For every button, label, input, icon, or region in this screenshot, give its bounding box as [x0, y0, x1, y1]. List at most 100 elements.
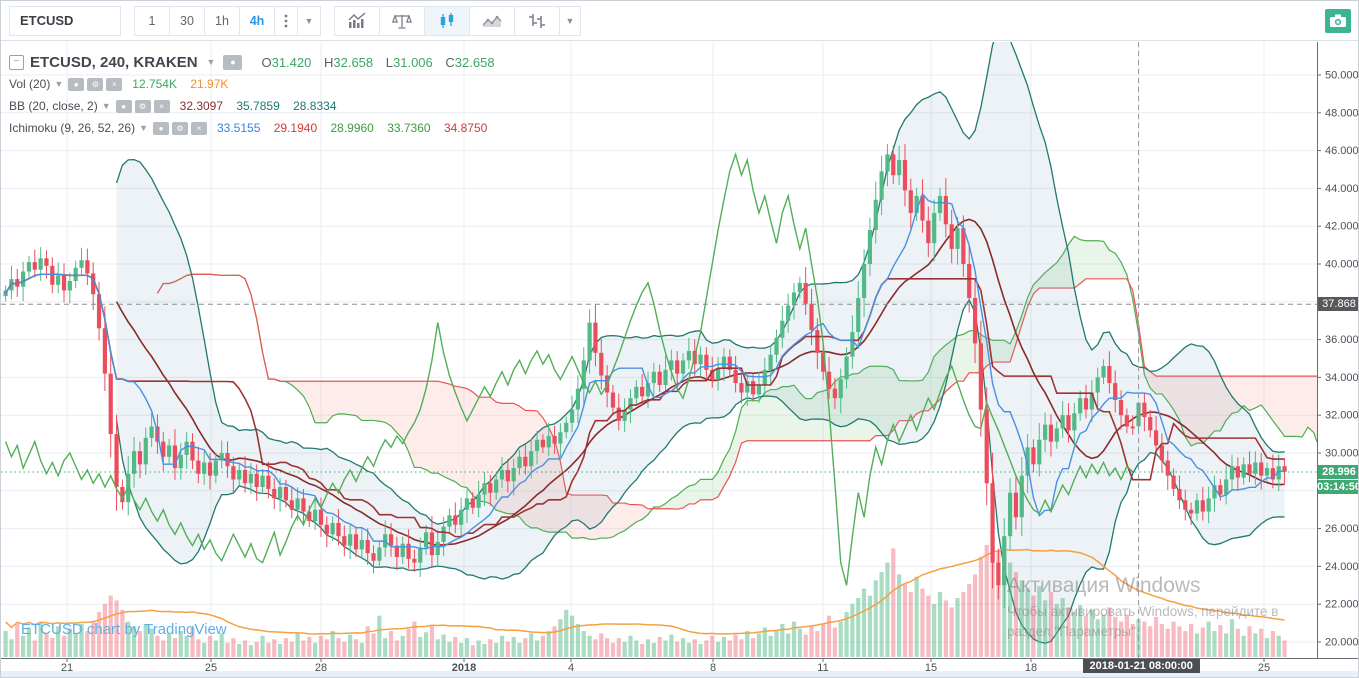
dashed-level-price-label: 37.868 — [1318, 297, 1358, 311]
price-tick-label: 36.000 — [1325, 334, 1359, 346]
collapse-legend-icon[interactable]: − — [9, 54, 24, 70]
camera-icon — [1330, 14, 1346, 27]
last-price-label: 28.996 — [1318, 465, 1358, 479]
high-value: 32.658 — [333, 54, 374, 70]
ichimoku-study-name: Ichimoku (9, 26, 52, 26) — [9, 121, 136, 135]
time-tick-label: 25 — [1258, 662, 1270, 674]
time-tick-label: 18 — [1025, 662, 1037, 674]
windows-activation-title: Активация Windows — [1007, 574, 1201, 597]
interval-30-button[interactable]: 30 — [169, 5, 205, 36]
compare-scales-icon — [391, 13, 413, 29]
tenkan-value: 33.5155 — [217, 121, 261, 135]
price-tick-label: 20.000 — [1325, 637, 1359, 649]
price-tick-label: 42.000 — [1325, 221, 1359, 233]
time-tick-label: 15 — [925, 662, 937, 674]
close-letter: C — [445, 54, 455, 70]
ichimoku-values: 33.5155 29.1940 28.9960 33.7360 34.8750 — [217, 121, 497, 135]
line-chart-icon — [482, 15, 502, 27]
eye-icon[interactable]: ● — [115, 99, 132, 113]
time-tick-label: 28 — [315, 662, 327, 674]
bb-basis-value: 32.3097 — [179, 99, 224, 113]
senkou-a-value: 33.7360 — [387, 121, 431, 135]
chikou-value: 28.9960 — [330, 121, 374, 135]
price-tick-label: 46.000 — [1325, 145, 1359, 157]
intervals-dropdown-button[interactable]: ▼ — [297, 5, 321, 36]
volume-current: 12.754K — [132, 77, 177, 91]
price-tick-label: 34.000 — [1325, 372, 1359, 384]
low-value: 31.006 — [393, 54, 433, 70]
low-letter: L — [385, 54, 393, 70]
legend-main-row: − ETCUSD, 240, KRAKEN ▼ ● O31.420 H32.65… — [9, 52, 497, 72]
bb-values: 32.3097 35.7859 28.8334 — [180, 99, 347, 113]
price-level-lines — [1, 303, 1317, 473]
gear-icon[interactable]: ⚙ — [172, 121, 188, 135]
volume-study-name: Vol (20) — [9, 77, 51, 91]
chart-region: 50.000 48.000 46.000 44.000 42.000 40.000 36.0… — [1, 42, 1359, 678]
interval-label: 30 — [180, 13, 194, 28]
close-icon[interactable]: × — [191, 121, 207, 135]
close-icon[interactable]: × — [153, 99, 170, 113]
eye-icon[interactable]: ● — [223, 54, 243, 70]
windows-activation-line3: раздел "Параметры". — [1007, 623, 1140, 639]
bb-study-name: BB (20, close, 2) — [9, 99, 98, 113]
time-tick-label: 11 — [817, 662, 828, 674]
bar-countdown-label: 03:14:50 — [1316, 480, 1359, 494]
style-dropdown-button[interactable]: ▼ — [559, 5, 581, 36]
interval-1-button[interactable]: 1 — [134, 5, 170, 36]
bb-upper-value: 35.7859 — [236, 99, 280, 113]
more-intervals-button[interactable] — [274, 5, 298, 36]
time-tick-label: 4 — [568, 662, 574, 674]
eye-icon[interactable]: ● — [68, 77, 85, 91]
ichimoku-cloud — [156, 235, 1318, 540]
crosshair-time-label: 2018-01-21 08:00:00 — [1082, 659, 1200, 673]
interval-4h-button[interactable]: 4h — [239, 5, 275, 36]
chevron-down-icon: ▼ — [565, 15, 575, 26]
symbol-text: ETCUSD — [20, 13, 74, 28]
chevron-down-icon[interactable]: ▼ — [139, 123, 148, 133]
volume-values: 12.754K 21.97K — [132, 77, 238, 91]
line-style-button[interactable] — [469, 5, 515, 36]
price-tick-label: 24.000 — [1325, 561, 1359, 573]
kijun-value: 29.1940 — [273, 121, 318, 135]
time-tick-label: 2018 — [452, 662, 476, 674]
ohlc-bars-icon — [529, 13, 545, 28]
indicators-icon — [348, 11, 366, 28]
screenshot-button[interactable] — [1325, 9, 1351, 33]
bar-style-button[interactable] — [514, 5, 560, 36]
eye-icon[interactable]: ● — [153, 121, 169, 135]
gear-icon[interactable]: ⚙ — [87, 77, 104, 91]
tradingview-watermark[interactable]: ETCUSD chart by TradingView — [21, 621, 227, 638]
chevron-down-icon[interactable]: ▼ — [54, 79, 64, 89]
ellipsis-icon — [284, 14, 288, 27]
chart-canvas[interactable]: 50.000 48.000 46.000 44.000 42.000 40.000 36.0… — [1, 42, 1359, 678]
price-tick-label: 48.000 — [1325, 107, 1359, 119]
chart-legend: − ETCUSD, 240, KRAKEN ▼ ● O31.420 H32.65… — [9, 52, 497, 140]
close-icon[interactable]: × — [106, 77, 123, 91]
compare-button[interactable] — [379, 5, 425, 36]
volume-ma: 21.97K — [190, 77, 229, 91]
ichimoku-lines — [4, 152, 1285, 586]
windows-activation-watermark: Активация Windows Чтобы активировать Win… — [1007, 570, 1278, 642]
chevron-down-icon[interactable]: ▼ — [206, 57, 216, 67]
price-tick-label: 40.000 — [1325, 259, 1359, 271]
interval-1h-button[interactable]: 1h — [204, 5, 240, 36]
chart-title: ETCUSD, 240, KRAKEN — [30, 53, 198, 71]
price-tick-label: 32.000 — [1325, 410, 1359, 422]
time-tick-label: 25 — [205, 662, 217, 674]
candles — [3, 144, 1287, 609]
chevron-down-icon: ▼ — [304, 15, 314, 26]
time-tick-label: 21 — [61, 662, 73, 674]
candlestick-style-button[interactable] — [424, 5, 470, 36]
price-tick-label: 22.000 — [1325, 599, 1359, 611]
ohlc-values: O31.420 H32.658 L31.006 C32.658 — [252, 55, 494, 70]
indicators-button[interactable] — [334, 5, 380, 36]
symbol-input[interactable]: ETCUSD — [9, 5, 121, 36]
gear-icon[interactable]: ⚙ — [134, 99, 151, 113]
chevron-down-icon[interactable]: ▼ — [101, 101, 111, 111]
price-tick-label: 50.000 — [1325, 70, 1359, 82]
toolbar: ETCUSD 1 30 1h 4h ▼ — [1, 1, 1358, 41]
high-letter: H — [323, 54, 334, 70]
interval-label: 4h — [249, 13, 265, 28]
bb-lower-value: 28.8334 — [293, 99, 337, 113]
